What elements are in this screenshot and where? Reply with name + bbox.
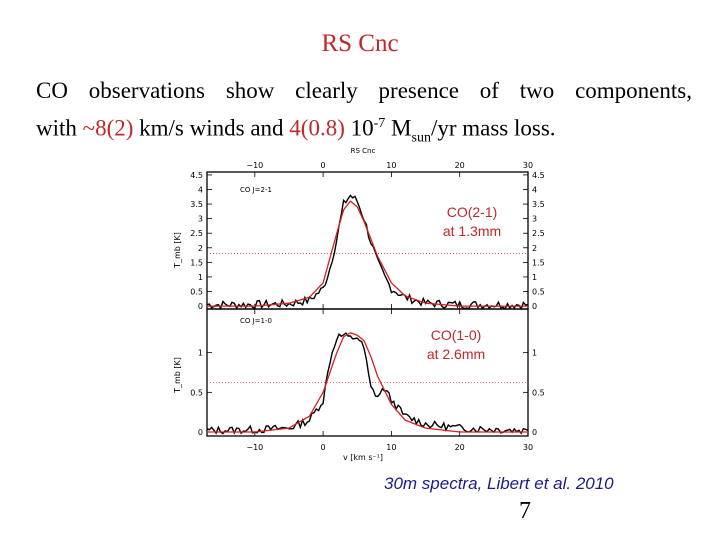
y-axis-label-top: T_mb [K] [173,232,182,269]
annotation-co21-line2: at 1.3mm [443,223,501,239]
y-tick-label: 2 [198,244,203,253]
word: observations [88,78,206,103]
wind-speed-value: ~8(2) [82,115,134,141]
text-segment: km/s winds and [133,115,290,141]
word: clearly [295,78,358,103]
y-tick-label: 1 [198,273,203,282]
y-tick-label: 4.5 [532,171,545,180]
x-tick-label: 30 [523,443,533,452]
text-segment: M [385,115,412,141]
y-tick-label: 1 [532,349,537,358]
figure-caption: 30m spectra, Libert et al. 2010 [384,474,614,493]
x-tick-label: 20 [455,161,465,170]
y-tick-label: 0.5 [532,388,545,397]
spectra-figure: RS Cnc CO J=2-1 CO J=1-0 T_mb [K] T_mb [… [173,147,545,462]
y-tick-label: 2.5 [190,229,203,238]
x-tick-label: −10 [246,443,263,452]
word: components, [575,78,692,103]
text-segment: /yr mass loss. [430,115,556,141]
y-tick-label: 1.5 [190,258,203,267]
subscript: sun [411,130,431,146]
y-tick-label: 3.5 [190,200,203,209]
x-tick-label: 30 [523,161,533,170]
y-tick-label: 0 [532,428,537,437]
x-tick-label: 10 [386,443,396,452]
y-axis-label-bottom: T_mb [K] [173,357,182,394]
y-tick-label: 0.5 [190,388,203,397]
text-segment: with [36,115,83,141]
panel-bottom-frame [206,308,529,437]
y-tick-label: 1 [198,349,203,358]
y-tick-label: 1.5 [532,258,545,267]
y-tick-label: 4.5 [190,171,203,180]
text-segment: 10 [344,115,374,141]
y-tick-label: 4 [532,185,537,194]
annotation-co21-line1: CO(2-1) [447,204,498,220]
body-line-2: with ~8(2) km/s winds and 4(0.8) 10-7 Ms… [36,107,692,154]
x-axis-label: v [km s⁻¹] [343,453,383,462]
panel-top-label: CO J=2-1 [240,186,272,194]
word: presence [378,78,459,103]
y-tick-label: 4 [198,185,203,194]
x-tick-label: 0 [321,443,326,452]
mass-loss-value: 4(0.8) [289,115,345,141]
word: of [479,78,499,103]
slide-title: RS Cnc [321,30,399,57]
body-line-1: CO observations show clearly presence of… [36,74,692,107]
word: CO [36,78,68,103]
y-tick-label: 3 [532,215,537,224]
model-spectrum-co21 [207,200,528,307]
panel-bottom-label: CO J=1-0 [240,317,272,325]
y-tick-label: 0.5 [190,288,203,297]
annotation-co10-line1: CO(1-0) [431,327,482,343]
figure-header: RS Cnc [351,147,376,155]
y-tick-label: 0 [532,302,537,311]
y-tick-label: 3 [198,215,203,224]
x-tick-label: 10 [386,161,396,170]
word: two [519,78,555,103]
y-tick-label: 0.5 [532,288,545,297]
y-tick-label: 1 [532,273,537,282]
y-tick-label: 2.5 [532,229,545,238]
annotation-co10-line2: at 2.6mm [427,346,485,362]
x-tick-label: −10 [246,161,263,170]
word: show [225,78,275,103]
x-tick-label: 0 [321,161,326,170]
y-tick-label: 0 [198,428,203,437]
model-spectrum-co10 [207,332,528,433]
exponent: -7 [373,116,386,131]
x-tick-label: 20 [455,443,465,452]
page-number: 7 [519,498,531,524]
y-tick-label: 3.5 [532,200,545,209]
y-tick-label: 2 [532,244,537,253]
y-tick-label: 0 [198,302,203,311]
slide-body: CO observations show clearly presence of… [36,74,692,154]
